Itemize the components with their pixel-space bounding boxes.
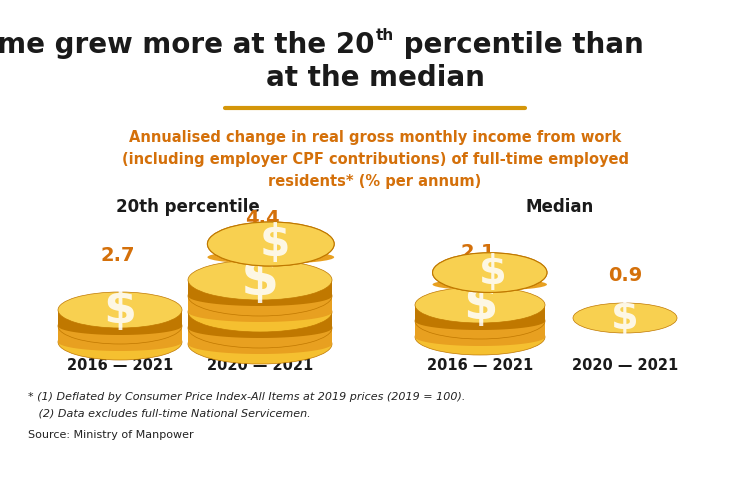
Polygon shape [58,310,182,335]
Polygon shape [188,328,332,354]
Text: Median: Median [526,198,594,216]
Text: 2020 — 2021: 2020 — 2021 [572,358,678,373]
Ellipse shape [573,303,677,333]
Ellipse shape [188,276,332,316]
Ellipse shape [188,308,332,348]
Ellipse shape [208,222,334,266]
Text: $: $ [104,288,136,333]
Polygon shape [188,296,332,322]
Ellipse shape [433,278,547,290]
Text: 2020 — 2021: 2020 — 2021 [207,358,314,373]
Ellipse shape [433,253,547,292]
Text: 2.1: 2.1 [460,243,495,262]
Text: 2.7: 2.7 [100,246,135,265]
Ellipse shape [415,287,545,323]
Text: 2016 — 2021: 2016 — 2021 [67,358,173,373]
Ellipse shape [58,292,182,328]
Text: Annualised change in real gross monthly income from work
(including employer CPF: Annualised change in real gross monthly … [122,130,628,190]
Text: 2016 — 2021: 2016 — 2021 [427,358,533,373]
Ellipse shape [58,324,182,360]
Text: 0.9: 0.9 [608,266,642,285]
Ellipse shape [415,319,545,355]
Text: $: $ [463,281,497,329]
Text: th: th [376,27,394,43]
Text: (2) Data excludes full-time National Servicemen.: (2) Data excludes full-time National Ser… [28,408,310,418]
Text: $: $ [611,298,639,338]
Text: $: $ [260,223,290,265]
Ellipse shape [208,251,334,264]
Ellipse shape [188,260,332,300]
Polygon shape [188,280,332,306]
Ellipse shape [58,308,182,344]
Text: $: $ [479,252,507,293]
Text: at the median: at the median [266,64,484,92]
Text: 4.4: 4.4 [244,209,279,228]
Text: percentile than: percentile than [394,31,644,59]
Ellipse shape [433,253,547,292]
Polygon shape [415,321,545,346]
Polygon shape [415,305,545,330]
Ellipse shape [208,222,334,266]
Text: Real income grew more at the 20: Real income grew more at the 20 [0,31,375,59]
Ellipse shape [188,292,332,332]
Text: * (1) Deflated by Consumer Price Index-All Items at 2019 prices (2019 = 100).: * (1) Deflated by Consumer Price Index-A… [28,392,465,402]
Polygon shape [188,312,332,338]
Ellipse shape [415,303,545,339]
Ellipse shape [188,324,332,364]
Text: 20th percentile: 20th percentile [116,198,260,216]
Text: $: $ [241,253,279,307]
Text: Source: Ministry of Manpower: Source: Ministry of Manpower [28,430,194,440]
Polygon shape [58,326,182,351]
